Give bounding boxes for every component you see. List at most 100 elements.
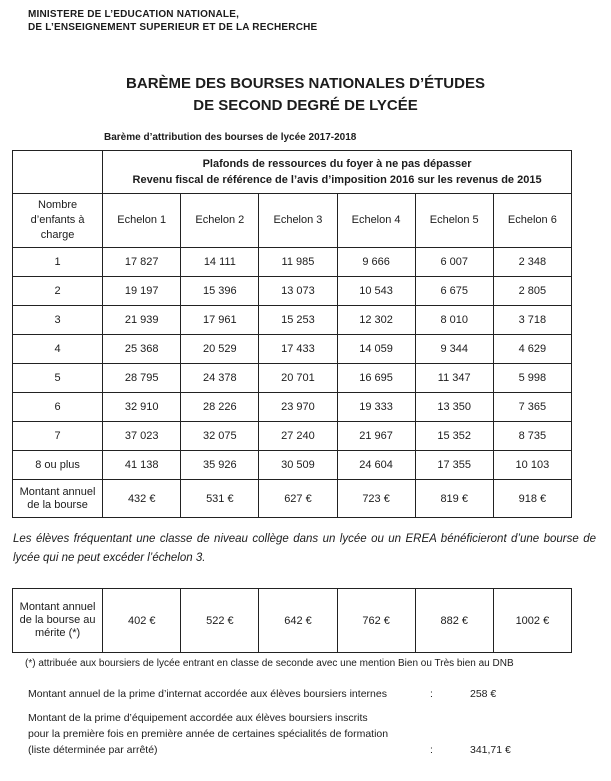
- row-label: 2: [11, 276, 104, 306]
- table-row: 3 21 939 17 961 15 253 12 302 8 010 3 71…: [11, 305, 573, 335]
- row-label: 3: [11, 305, 104, 335]
- row-label: 4: [11, 334, 104, 364]
- table-cell: 17 961: [180, 305, 260, 335]
- merite-row-label: Montant annuel de la bourse au mérite (*…: [11, 588, 104, 653]
- table-row: 1 17 827 14 111 11 985 9 666 6 007 2 348: [11, 247, 573, 277]
- row-label: 5: [11, 363, 104, 393]
- table-cell: 28 795: [102, 363, 182, 393]
- amount-label-line: de la bourse: [27, 498, 88, 511]
- row-header-cell: Nombre d’enfants à charge: [11, 193, 104, 248]
- column-header: Echelon 6: [492, 193, 573, 248]
- table-cell: 10 103: [492, 450, 573, 480]
- table-cell: 15 253: [258, 305, 338, 335]
- amount-cell: 627 €: [258, 479, 338, 518]
- table-row: 5 28 795 24 378 20 701 16 695 11 347 5 9…: [11, 363, 573, 393]
- merite-cell: 882 €: [414, 588, 494, 653]
- amount-label-line: Montant annuel: [19, 485, 96, 498]
- table-cell: 21 967: [336, 421, 416, 451]
- equipement-line-1: Montant de la prime d’équipement accordé…: [28, 712, 368, 724]
- table-cell: 32 910: [102, 392, 182, 422]
- table-cell: 11 985: [258, 247, 338, 277]
- bourse-table: Plafonds de ressources du foyer à ne pas…: [11, 150, 573, 518]
- table-cell: 21 939: [102, 305, 182, 335]
- table-cell: 6 675: [414, 276, 494, 306]
- table-cell: 2 805: [492, 276, 573, 306]
- merite-row: Montant annuel de la bourse au mérite (*…: [11, 588, 573, 653]
- page-title: BARÈME DES BOURSES NATIONALES D’ÉTUDES D…: [0, 73, 611, 117]
- row-label: 6: [11, 392, 104, 422]
- table-cell: 27 240: [258, 421, 338, 451]
- row-label: 1: [11, 247, 104, 277]
- table-cell: 20 701: [258, 363, 338, 393]
- internat-colon: :: [430, 688, 433, 700]
- merite-cell: 402 €: [102, 588, 182, 653]
- table-span-header-row: Plafonds de ressources du foyer à ne pas…: [11, 150, 572, 194]
- column-header: Echelon 4: [336, 193, 416, 248]
- table-cell: 9 666: [336, 247, 416, 277]
- equipement-line-2: pour la première fois en première année …: [28, 728, 389, 740]
- internat-value: 258 €: [470, 688, 497, 700]
- blank-corner-cell: [11, 150, 104, 194]
- table-cell: 5 998: [492, 363, 573, 393]
- table-column-header-row: Nombre d’enfants à charge Echelon 1 Eche…: [11, 193, 573, 248]
- table-cell: 17 827: [102, 247, 182, 277]
- merite-label-line: mérite (*): [34, 627, 81, 639]
- table-cell: 6 007: [414, 247, 494, 277]
- table-cell: 41 138: [102, 450, 182, 480]
- table-cell: 23 970: [258, 392, 338, 422]
- table-cell: 17 433: [258, 334, 338, 364]
- table-cell: 12 302: [336, 305, 416, 335]
- table-cell: 19 333: [336, 392, 416, 422]
- ministry-header: MINISTERE DE L’EDUCATION NATIONALE, DE L…: [28, 8, 317, 34]
- merite-label-line: Montant annuel: [19, 601, 96, 613]
- amount-cell: 918 €: [492, 479, 573, 518]
- table-cell: 9 344: [414, 334, 494, 364]
- table-cell: 14 059: [336, 334, 416, 364]
- amount-cell: 531 €: [180, 479, 260, 518]
- page-title-line-2: DE SECOND DEGRÉ DE LYCÉE: [193, 97, 418, 114]
- equipement-line-3: (liste déterminée par arrêté): [28, 744, 158, 756]
- table-cell: 35 926: [180, 450, 260, 480]
- amount-cell: 819 €: [414, 479, 494, 518]
- table-cell: 11 347: [414, 363, 494, 393]
- page-title-line-1: BARÈME DES BOURSES NATIONALES D’ÉTUDES: [126, 75, 485, 92]
- table-cell: 25 368: [102, 334, 182, 364]
- table-cell: 30 509: [258, 450, 338, 480]
- amount-row-label: Montant annuel de la bourse: [11, 479, 104, 518]
- ministry-line-2: DE L’ENSEIGNEMENT SUPERIEUR ET DE LA REC…: [28, 22, 318, 33]
- amount-row: Montant annuel de la bourse 432 € 531 € …: [11, 479, 573, 518]
- table-cell: 3 718: [492, 305, 573, 335]
- college-note-line-2: lycée qui ne peut excéder l’échelon 3.: [13, 551, 206, 564]
- merite-cell: 522 €: [180, 588, 260, 653]
- table-cell: 20 529: [180, 334, 260, 364]
- table-cell: 24 604: [336, 450, 416, 480]
- merite-footnote: (*) attribuée aux boursiers de lycée ent…: [25, 658, 514, 669]
- table-cell: 19 197: [102, 276, 182, 306]
- row-label: 8 ou plus: [11, 450, 104, 480]
- table-cell: 14 111: [180, 247, 260, 277]
- amount-cell: 432 €: [102, 479, 182, 518]
- plafonds-header-cell: Plafonds de ressources du foyer à ne pas…: [102, 150, 572, 194]
- plafonds-line-1: Plafonds de ressources du foyer à ne pas…: [202, 158, 472, 170]
- column-header: Echelon 5: [414, 193, 494, 248]
- table-cell: 8 010: [414, 305, 494, 335]
- table-cell: 10 543: [336, 276, 416, 306]
- plafonds-line-2: Revenu fiscal de référence de l’avis d’i…: [132, 174, 542, 186]
- ministry-line-1: MINISTERE DE L’EDUCATION NATIONALE,: [28, 9, 240, 20]
- table-cell: 4 629: [492, 334, 573, 364]
- table-row: 4 25 368 20 529 17 433 14 059 9 344 4 62…: [11, 334, 573, 364]
- row-header-line: charge: [40, 229, 75, 241]
- merite-cell: 762 €: [336, 588, 416, 653]
- table-cell: 15 352: [414, 421, 494, 451]
- college-note-line-1: Les élèves fréquentant une classe de niv…: [13, 533, 596, 545]
- table-cell: 37 023: [102, 421, 182, 451]
- table-cell: 32 075: [180, 421, 260, 451]
- amount-cell: 723 €: [336, 479, 416, 518]
- college-note: Les élèves fréquentant une classe de niv…: [13, 530, 596, 567]
- table-row: 7 37 023 32 075 27 240 21 967 15 352 8 7…: [11, 421, 573, 451]
- table-cell: 13 073: [258, 276, 338, 306]
- row-header-line: Nombre: [38, 199, 78, 211]
- table-caption: Barème d’attribution des bourses de lycé…: [104, 132, 357, 143]
- table-cell: 28 226: [180, 392, 260, 422]
